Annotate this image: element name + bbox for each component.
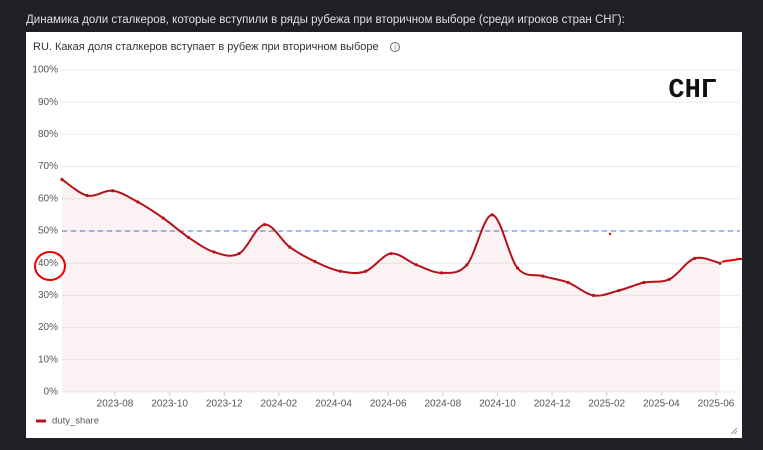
y-tick-label: 80% <box>38 129 58 140</box>
point <box>693 256 697 260</box>
x-tick-label: 2023-12 <box>206 399 243 410</box>
x-tick-label: 2023-10 <box>151 399 188 410</box>
point <box>237 251 241 256</box>
x-tick-label: 2024-08 <box>424 399 461 410</box>
point <box>490 213 494 217</box>
x-tick-label: 2024-10 <box>479 399 516 410</box>
x-tick-label: 2025-04 <box>643 399 680 410</box>
point <box>389 251 393 256</box>
point <box>338 269 342 273</box>
y-tick-label: 40% <box>38 258 58 269</box>
point <box>161 216 165 220</box>
stray-dot <box>608 232 612 236</box>
point <box>111 189 115 193</box>
point <box>617 288 621 293</box>
scribble <box>721 258 742 263</box>
y-tick-label: 0% <box>44 387 59 398</box>
y-tick-label: 60% <box>38 193 58 204</box>
point <box>85 193 89 198</box>
highlight-circle <box>34 251 66 281</box>
x-tick-label: 2024-12 <box>534 399 571 410</box>
x-tick-label: 2024-06 <box>370 399 407 410</box>
y-tick-label: 20% <box>38 322 58 333</box>
point <box>515 266 520 270</box>
point <box>440 271 444 275</box>
x-tick-label: 2025-06 <box>698 399 735 410</box>
point <box>313 259 317 264</box>
y-tick-label: 30% <box>38 290 58 301</box>
y-tick-label: 70% <box>38 161 58 172</box>
caption: Динамика доли сталкеров, которые вступил… <box>26 14 625 26</box>
x-tick-label: 2024-02 <box>261 399 298 410</box>
point <box>718 261 722 265</box>
point <box>262 222 267 227</box>
x-tick-label: 2023-08 <box>97 399 134 410</box>
panel <box>26 32 742 438</box>
point <box>465 263 469 267</box>
point <box>60 177 64 182</box>
area <box>62 179 720 392</box>
legend-label: duty_share <box>52 416 99 427</box>
point <box>414 263 418 267</box>
point <box>642 280 646 285</box>
point <box>591 293 596 297</box>
point <box>667 277 671 281</box>
y-tick-label: 100% <box>32 65 58 76</box>
chart-title: RU. Какая доля сталкеров вступает в рубе… <box>33 41 379 53</box>
resize-handle[interactable] <box>730 427 738 435</box>
annotation: СНГ <box>668 76 717 106</box>
point <box>136 200 140 204</box>
point <box>541 274 545 278</box>
info-icon-glyph: i <box>394 44 396 51</box>
x-tick-label: 2024-04 <box>315 399 352 410</box>
x-tick-label: 2025-02 <box>588 399 625 410</box>
y-tick-label: 90% <box>38 97 58 108</box>
point <box>186 235 191 240</box>
plot: 0% 10% 20% 30% 40% 50% 60% 70% 80% 90% 100% 2023-08… <box>32 65 740 427</box>
point <box>288 245 292 249</box>
point <box>212 250 216 254</box>
point <box>364 269 368 273</box>
y-tick-label: 10% <box>38 354 58 365</box>
point <box>566 280 570 285</box>
y-tick-label: 50% <box>38 226 58 237</box>
info-icon[interactable] <box>390 42 400 52</box>
